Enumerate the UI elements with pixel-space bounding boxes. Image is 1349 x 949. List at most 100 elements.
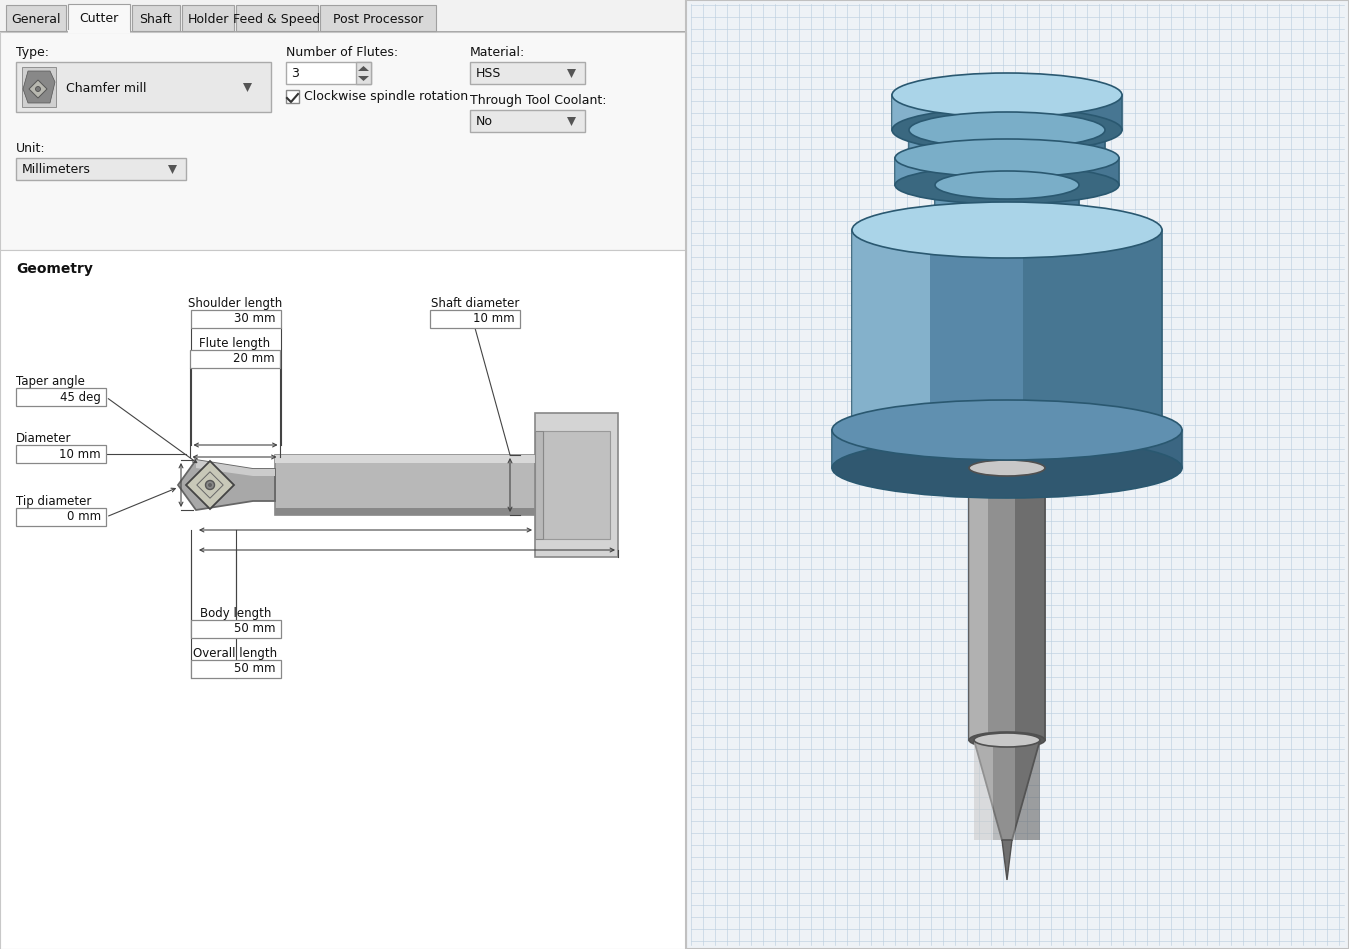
Bar <box>286 62 371 84</box>
Polygon shape <box>186 461 233 509</box>
Text: Body length: Body length <box>200 607 271 620</box>
Text: Geometry: Geometry <box>16 262 93 276</box>
Text: 20 mm: 20 mm <box>233 352 274 365</box>
Bar <box>356 62 371 84</box>
Ellipse shape <box>935 216 1079 244</box>
Bar <box>16 388 107 406</box>
Text: 0 mm: 0 mm <box>67 511 101 524</box>
Ellipse shape <box>909 140 1105 176</box>
Ellipse shape <box>969 460 1045 476</box>
Bar <box>22 67 57 107</box>
Text: Taper angle: Taper angle <box>16 375 85 388</box>
Text: Unit:: Unit: <box>16 142 46 155</box>
Bar <box>687 0 1349 949</box>
Bar <box>469 110 585 132</box>
Bar <box>190 620 281 638</box>
Polygon shape <box>357 76 370 81</box>
Text: Flute length: Flute length <box>198 337 270 350</box>
Bar <box>935 185 1079 230</box>
Bar <box>0 31 687 32</box>
Bar <box>67 4 130 31</box>
Bar <box>536 431 544 539</box>
Text: Clockwise spindle rotation: Clockwise spindle rotation <box>304 89 468 102</box>
Text: Shaft: Shaft <box>140 12 173 26</box>
Circle shape <box>205 480 214 490</box>
Bar <box>894 158 1120 185</box>
Bar <box>16 62 271 112</box>
Polygon shape <box>28 80 47 98</box>
Text: 50 mm: 50 mm <box>233 623 275 636</box>
Polygon shape <box>196 460 275 476</box>
Bar <box>182 5 233 31</box>
Bar <box>909 130 1105 158</box>
Bar <box>832 430 1182 468</box>
Bar <box>189 350 279 368</box>
Ellipse shape <box>853 402 1161 458</box>
Text: Overall length: Overall length <box>193 647 278 660</box>
Polygon shape <box>169 165 177 174</box>
Polygon shape <box>23 71 55 103</box>
Polygon shape <box>178 460 275 510</box>
Bar <box>16 445 107 463</box>
Text: Diameter: Diameter <box>16 432 71 445</box>
Ellipse shape <box>853 202 1161 258</box>
Text: Chamfer mill: Chamfer mill <box>66 82 147 95</box>
Bar <box>320 5 436 31</box>
Bar <box>286 90 299 103</box>
Text: 50 mm: 50 mm <box>233 662 275 676</box>
Bar <box>275 455 536 515</box>
Bar <box>969 468 1045 740</box>
Text: Feed & Speed: Feed & Speed <box>233 12 321 26</box>
Bar <box>16 158 186 180</box>
Bar <box>0 0 687 949</box>
Text: 3: 3 <box>291 66 299 80</box>
Bar <box>16 508 107 526</box>
Ellipse shape <box>935 171 1079 199</box>
Text: Shaft diameter: Shaft diameter <box>430 297 519 310</box>
Bar <box>190 310 281 328</box>
Text: 10 mm: 10 mm <box>473 312 515 326</box>
Ellipse shape <box>892 73 1122 117</box>
Bar <box>430 310 519 328</box>
Bar <box>5 5 66 31</box>
Text: 10 mm: 10 mm <box>59 448 101 460</box>
Ellipse shape <box>894 166 1120 204</box>
Polygon shape <box>974 740 1040 840</box>
Bar <box>853 230 1161 430</box>
Polygon shape <box>1002 840 1012 880</box>
Text: Tip diameter: Tip diameter <box>16 495 92 508</box>
Ellipse shape <box>832 400 1182 460</box>
Bar <box>892 95 1122 130</box>
Bar <box>544 431 610 539</box>
Text: Type:: Type: <box>16 46 49 59</box>
Text: 45 deg: 45 deg <box>61 390 101 403</box>
Bar <box>190 660 281 678</box>
Text: Millimeters: Millimeters <box>22 162 90 176</box>
Ellipse shape <box>974 733 1040 747</box>
Bar <box>132 5 179 31</box>
Text: Post Processor: Post Processor <box>333 12 424 26</box>
Bar <box>0 32 687 250</box>
Text: 30 mm: 30 mm <box>233 312 275 326</box>
Polygon shape <box>243 83 252 92</box>
Bar <box>236 5 318 31</box>
Bar <box>0 250 687 949</box>
Text: Material:: Material: <box>469 46 525 59</box>
Text: Cutter: Cutter <box>80 11 119 25</box>
Polygon shape <box>567 69 576 78</box>
Ellipse shape <box>832 438 1182 498</box>
Circle shape <box>208 483 212 487</box>
Text: HSS: HSS <box>476 66 502 80</box>
Bar <box>67 30 130 33</box>
Polygon shape <box>567 117 576 126</box>
Text: Number of Flutes:: Number of Flutes: <box>286 46 398 59</box>
Text: No: No <box>476 115 492 127</box>
Text: Holder: Holder <box>188 12 229 26</box>
Bar <box>469 62 585 84</box>
Ellipse shape <box>969 732 1045 748</box>
Polygon shape <box>357 66 370 71</box>
Ellipse shape <box>894 139 1120 177</box>
Bar <box>275 455 536 463</box>
Bar <box>536 413 618 557</box>
Ellipse shape <box>892 108 1122 152</box>
